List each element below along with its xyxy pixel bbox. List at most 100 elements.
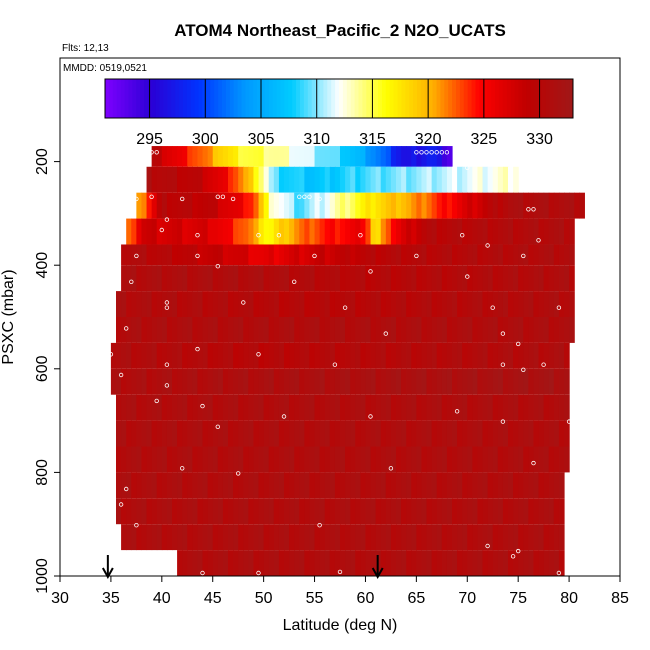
heatmap-cell: [166, 291, 173, 317]
heatmap-cell: [334, 218, 341, 245]
colorbar-segment: [300, 79, 305, 118]
heatmap-cell: [284, 317, 290, 343]
heatmap-cell: [217, 166, 224, 193]
colorbar-segment: [136, 79, 141, 118]
heatmap-cell: [263, 420, 270, 447]
heatmap-cell: [528, 218, 535, 245]
heatmap-cell: [207, 291, 214, 317]
heatmap-cell: [396, 524, 402, 551]
heatmap-cell: [146, 394, 153, 421]
heatmap-cell: [406, 342, 412, 369]
heatmap-cell: [299, 291, 305, 317]
sample-point: [521, 367, 526, 372]
heatmap-cell: [355, 472, 361, 499]
colorbar-segment: [241, 79, 246, 118]
heatmap-cell: [558, 192, 565, 219]
heatmap-cell: [126, 498, 132, 525]
heatmap-cell: [284, 446, 290, 473]
heatmap-cell: [513, 218, 519, 245]
heatmap-cell: [187, 166, 193, 193]
heatmap-cell: [146, 368, 153, 395]
heatmap-cell: [253, 498, 260, 525]
heatmap-cell: [284, 192, 290, 219]
sample-point: [337, 569, 343, 575]
sample-point: [536, 238, 541, 243]
sample-point: [414, 150, 419, 155]
heatmap-cell: [309, 291, 316, 317]
heatmap-cell: [528, 265, 535, 292]
heatmap-cell: [543, 524, 550, 551]
heatmap-cell: [421, 420, 428, 447]
heatmap-cell: [263, 498, 270, 525]
heatmap-cell: [243, 420, 249, 447]
colorbar-segment: [280, 79, 285, 118]
heatmap-cell: [238, 218, 244, 245]
heatmap-cell: [329, 550, 336, 576]
heatmap-cell: [263, 472, 270, 499]
heatmap-cell: [452, 192, 458, 219]
heatmap-cell: [375, 166, 382, 193]
heatmap-cell: [116, 472, 122, 499]
heatmap-cell: [467, 446, 473, 473]
heatmap-cell: [370, 420, 377, 447]
heatmap-cell: [518, 446, 524, 473]
heatmap-cell: [334, 342, 341, 369]
colorbar-segment: [440, 79, 445, 118]
colorbar-tick-label: 300: [192, 131, 219, 148]
heatmap-cell: [253, 317, 260, 343]
colorbar-segment: [105, 79, 110, 118]
heatmap-cell: [151, 368, 158, 395]
heatmap-cell: [564, 368, 570, 395]
heatmap-cell: [396, 394, 402, 421]
heatmap-cell: [457, 218, 463, 245]
heatmap-cell: [233, 291, 239, 317]
heatmap-cell: [548, 192, 555, 219]
heatmap-cell: [502, 291, 509, 317]
heatmap-cell: [278, 317, 285, 343]
heatmap-cell: [151, 342, 158, 369]
heatmap-cell: [497, 420, 504, 447]
heatmap-cell: [528, 446, 535, 473]
heatmap-cell: [502, 420, 509, 447]
heatmap-cell: [299, 472, 305, 499]
heatmap-cell: [446, 265, 453, 292]
heatmap-cell: [421, 146, 428, 167]
sample-point: [256, 570, 261, 576]
heatmap-cell: [334, 446, 341, 473]
heatmap-cell: [238, 550, 244, 576]
heatmap-cell: [533, 550, 540, 576]
heatmap-cell: [278, 342, 285, 369]
heatmap-cell: [263, 446, 270, 473]
heatmap-cell: [314, 192, 321, 219]
heatmap-cell: [228, 498, 234, 525]
heatmap-cell: [273, 472, 280, 499]
heatmap-cell: [324, 524, 331, 551]
heatmap-cell: [538, 342, 545, 369]
heatmap-cell: [360, 291, 367, 317]
heatmap-cell: [258, 394, 265, 421]
heatmap-cell: [538, 498, 545, 525]
sample-point: [490, 305, 495, 310]
heatmap-cell: [212, 472, 219, 499]
heatmap-cell: [396, 146, 402, 167]
heatmap-cell: [294, 192, 300, 219]
heatmap-cell: [304, 524, 311, 551]
heatmap-cell: [228, 192, 234, 219]
heatmap-cell: [238, 146, 244, 167]
heatmap-cell: [334, 394, 341, 421]
colorbar-segment: [378, 79, 383, 118]
heatmap-cell: [212, 446, 219, 473]
heatmap-cell: [431, 265, 438, 292]
heatmap-cell: [141, 524, 148, 551]
sample-point: [164, 217, 170, 222]
sample-point: [149, 194, 154, 199]
sample-point: [439, 150, 444, 155]
heatmap-cell: [166, 265, 173, 292]
heatmap-cell: [446, 166, 453, 193]
heatmap-cell: [350, 146, 356, 167]
heatmap-cell: [228, 550, 234, 576]
heatmap-cell: [421, 368, 428, 395]
heatmap-cell: [172, 146, 178, 167]
heatmap-cell: [177, 192, 183, 219]
